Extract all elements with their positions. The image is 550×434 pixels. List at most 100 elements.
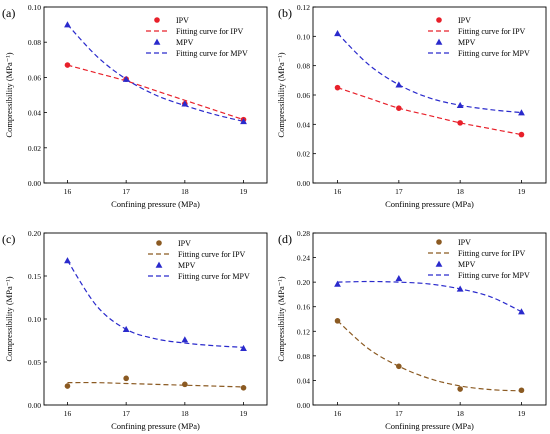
y-tick-label: 0.08 <box>297 62 310 71</box>
fit-curve-mpv <box>337 280 522 313</box>
x-tick-label: 16 <box>334 187 342 196</box>
y-tick-label: 0.04 <box>297 376 310 385</box>
chart-panel-d: 0.00 0.04 0.08 0.12 0.16 0.20 0.24 0.28 16 17 18 19… <box>276 229 547 431</box>
data-point-ipv <box>457 120 463 126</box>
legend: IPV Fitting curve for IPV MPV Fitting curve… <box>146 16 248 58</box>
x-tick-label: 18 <box>456 409 464 418</box>
plot-frame <box>43 6 268 184</box>
legend-symbol-ipv <box>436 239 442 245</box>
legend-label: Fitting curve for IPV <box>178 250 246 259</box>
panel-label: (d) <box>278 232 292 246</box>
data-point-mpv <box>395 275 403 282</box>
y-tick-label: 0.00 <box>297 401 310 410</box>
legend: IPV Fitting curve for IPV MPV Fitting curve… <box>428 16 530 58</box>
data-point-ipv <box>182 381 188 388</box>
data-point-mpv <box>334 30 341 37</box>
legend: IPV Fitting curve for IPV MPV Fitting curve… <box>428 238 530 280</box>
data-point-mpv <box>395 81 403 88</box>
legend-symbol-mpv <box>435 38 443 45</box>
x-tick-label: 19 <box>518 187 526 196</box>
y-tick-label: 0.10 <box>297 32 310 41</box>
data-point-mpv <box>456 101 464 108</box>
y-axis-label: Compressibility (MPa⁻¹) <box>276 276 286 361</box>
legend-label: Fitting curve for MPV <box>458 49 530 58</box>
chart-panel-b: 0.00 0.02 0.04 0.06 0.08 0.10 0.12 16 17 18 19 Conf… <box>276 3 547 209</box>
fit-curve-ipv <box>337 320 522 392</box>
y-tick-label: 0.05 <box>28 358 41 367</box>
y-tick-label: 0.28 <box>297 229 310 238</box>
x-tick-label: 17 <box>122 187 130 196</box>
y-axis-label: Compressibility (MPa⁻¹) <box>276 52 286 137</box>
y-tick-label: 0.02 <box>297 150 310 159</box>
data-point-ipv <box>240 385 247 391</box>
data-point-ipv <box>64 383 71 389</box>
data-point-mpv <box>181 100 189 107</box>
legend-label: MPV <box>178 261 196 270</box>
y-tick-label: 0.08 <box>28 38 41 47</box>
x-axis-label: Confining pressure (MPa) <box>111 199 200 209</box>
legend-symbol-ipv <box>156 240 162 246</box>
data-point-mpv <box>334 280 341 287</box>
x-tick-label: 16 <box>64 187 72 196</box>
legend-symbol-mpv <box>435 260 443 267</box>
x-axis-label: Confining pressure (MPa) <box>385 199 474 209</box>
legend-label: MPV <box>176 38 194 47</box>
y-tick-label: 0.08 <box>297 352 310 361</box>
data-point-ipv <box>334 318 341 324</box>
data-point-ipv <box>518 387 525 394</box>
data-point-mpv <box>240 344 247 351</box>
y-tick-label: 0.10 <box>28 315 41 324</box>
fit-curve-mpv <box>337 32 522 114</box>
y-tick-label: 0.10 <box>28 3 41 12</box>
data-point-mpv <box>122 75 130 82</box>
x-tick-label: 18 <box>456 187 464 196</box>
y-tick-label: 0.24 <box>297 254 310 263</box>
legend-label: Fitting curve for IPV <box>458 27 526 36</box>
data-point-mpv <box>122 325 130 333</box>
legend: IPV Fitting curve for IPV MPV Fitting curve… <box>148 239 250 281</box>
y-tick-label: 0.16 <box>297 303 310 312</box>
data-point-mpv <box>518 109 525 116</box>
legend-label: MPV <box>458 38 476 47</box>
legend-label: Fitting curve for MPV <box>458 271 530 280</box>
chart-panel-c: 0.00 0.05 0.10 0.15 0.20 16 17 18 19 Confining pr… <box>2 229 268 431</box>
y-tick-label: 0.00 <box>297 179 310 188</box>
data-point-mpv <box>181 336 189 343</box>
x-tick-label: 18 <box>181 409 189 418</box>
x-tick-label: 16 <box>64 409 72 418</box>
x-tick-label: 17 <box>395 187 403 196</box>
legend-label: IPV <box>458 238 471 247</box>
y-tick-label: 0.04 <box>297 120 310 129</box>
x-tick-label: 17 <box>122 409 130 418</box>
y-tick-label: 0.15 <box>28 272 41 281</box>
legend-label: MPV <box>458 260 476 269</box>
data-point-ipv <box>518 131 525 138</box>
data-point-ipv <box>396 105 402 111</box>
x-axis-label: Confining pressure (MPa) <box>385 421 474 431</box>
fit-curve-ipv <box>337 87 522 136</box>
fit-curve-ipv <box>67 64 244 121</box>
legend-label: IPV <box>178 239 191 248</box>
legend-label: Fitting curve for IPV <box>458 249 526 258</box>
data-point-mpv <box>64 21 71 28</box>
legend-symbol-mpv <box>153 38 161 45</box>
y-tick-label: 0.20 <box>297 278 310 287</box>
data-point-mpv <box>456 285 464 292</box>
fit-curve-mpv <box>67 24 244 122</box>
y-tick-label: 0.02 <box>28 144 41 153</box>
data-point-mpv <box>64 257 71 264</box>
legend-symbol-ipv <box>436 17 442 23</box>
legend-label: IPV <box>458 16 471 25</box>
data-point-mpv <box>240 118 247 125</box>
legend-label: IPV <box>176 16 189 25</box>
y-tick-label: 0.12 <box>297 327 310 336</box>
data-point-ipv <box>123 375 129 382</box>
legend-label: Fitting curve for MPV <box>178 272 250 281</box>
legend-symbol-mpv <box>155 261 163 268</box>
legend-label: Fitting curve for IPV <box>176 27 244 36</box>
y-tick-label: 0.12 <box>297 3 310 12</box>
y-tick-label: 0.06 <box>28 73 41 82</box>
y-axis-label: Compressibility (MPa⁻¹) <box>4 52 14 137</box>
y-tick-label: 0.00 <box>28 179 41 188</box>
